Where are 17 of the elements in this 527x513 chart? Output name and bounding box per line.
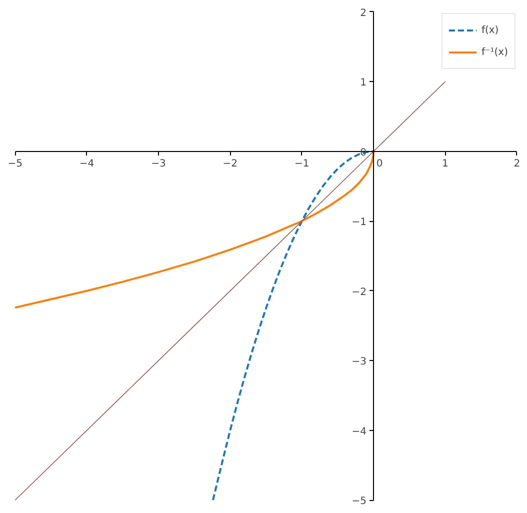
x-tick-label: 1	[442, 158, 448, 170]
y-tick-label: −3	[352, 356, 367, 368]
x-tick-label: −3	[151, 158, 166, 170]
legend-label: f⁻¹(x)	[481, 46, 508, 58]
legend-label: f(x)	[481, 24, 500, 36]
x-tick-label: 2	[514, 158, 520, 170]
x-tick-label: 0	[376, 158, 383, 170]
y-tick-label: −5	[352, 496, 367, 508]
y-tick-label: −1	[352, 217, 367, 228]
x-tick-label: −5	[8, 158, 22, 170]
y-tick-label: −2	[352, 286, 367, 298]
y-tick-label: 1	[360, 78, 367, 89]
x-tick-label: −1	[294, 158, 310, 170]
x-tick-label: −4	[79, 158, 94, 170]
x-tick-label: −2	[222, 158, 238, 170]
y-tick-label: −4	[352, 426, 367, 438]
y-tick-label: 2	[360, 8, 367, 19]
